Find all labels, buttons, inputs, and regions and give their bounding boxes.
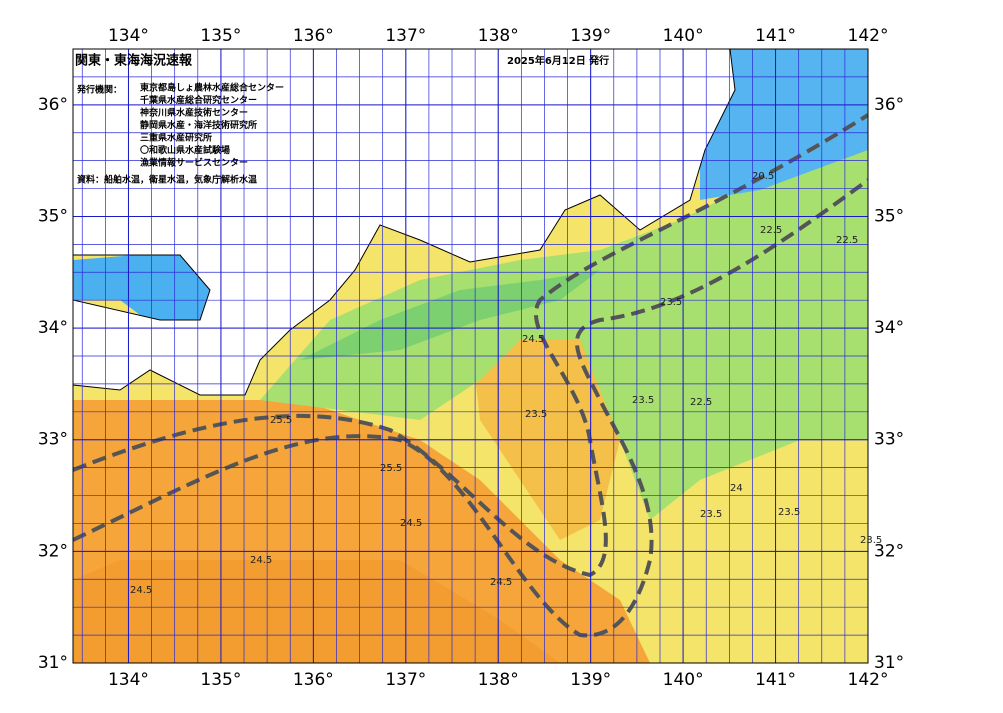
y-tick-label: 33°	[874, 430, 904, 450]
contour-label: 23.5	[860, 535, 882, 546]
contour-label: 24.5	[400, 518, 422, 529]
x-tick-label: 135°	[200, 26, 241, 46]
y-tick-label: 31°	[38, 653, 68, 673]
issuer: 千葉県水産総合研究センター	[140, 94, 257, 106]
contour-label: 24.5	[490, 577, 512, 588]
contour-label: 22.5	[690, 397, 712, 408]
contour-label: 23.5	[632, 395, 654, 406]
y-tick-label: 35°	[874, 206, 904, 226]
x-tick-label: 138°	[478, 26, 519, 46]
y-tick-label: 36°	[38, 95, 68, 115]
contour-label: 23.5	[660, 297, 682, 308]
title: 関東・東海海況速報	[75, 53, 193, 69]
contour-label: 23.5	[700, 509, 722, 520]
x-tick-label: 134°	[108, 670, 149, 690]
contour-label: 24	[730, 483, 743, 494]
issuer: 神奈川県水産技術センター	[140, 107, 248, 119]
contour-label: 22.5	[836, 235, 858, 246]
contour-label: 23.5	[778, 507, 800, 518]
contour-label: 24.5	[522, 334, 544, 345]
issuer: 漁業情報サービスセンター	[140, 157, 248, 169]
sea-cooler	[300, 270, 600, 360]
source: 資料：船舶水温，衛星水温，気象庁解析水温	[77, 174, 257, 186]
land	[73, 49, 736, 396]
sea-hot-core	[73, 560, 560, 663]
x-tick-label: 137°	[385, 670, 426, 690]
issuer-list: 東京都島しょ農林水産総合センター千葉県水産総合研究センター神奈川県水産技術センタ…	[140, 82, 284, 169]
x-tick-label: 139°	[570, 670, 611, 690]
x-tick-label: 142°	[848, 26, 889, 46]
y-tick-label: 32°	[38, 541, 68, 561]
contour-label: 24.5	[130, 585, 152, 596]
y-tick-label: 34°	[874, 318, 904, 338]
kuroshio-axis	[73, 178, 868, 638]
x-tick-label: 135°	[200, 670, 241, 690]
x-tick-label: 136°	[293, 670, 334, 690]
sea-cold	[700, 49, 868, 200]
issuer: 静岡県水産・海洋技術研究所	[140, 119, 257, 131]
issuer: 〇和歌山県水産試験場	[140, 144, 230, 156]
kuroshio-edge	[73, 113, 868, 578]
x-tick-label: 141°	[755, 670, 796, 690]
x-tick-label: 138°	[478, 670, 519, 690]
x-tick-label: 136°	[293, 26, 334, 46]
y-tick-label: 35°	[38, 206, 68, 226]
y-tick-label: 36°	[874, 95, 904, 115]
contour-label: 24.5	[250, 555, 272, 566]
x-tick-label: 140°	[663, 670, 704, 690]
x-tick-label: 142°	[848, 670, 889, 690]
sea-mid	[470, 320, 620, 540]
contour-label: 23.5	[525, 409, 547, 420]
x-tick-label: 134°	[108, 26, 149, 46]
contour-labels: 20.5 22.5 22.5 23.5 23.5 23.5 23.5 24.5 24.5 24.5…	[130, 171, 882, 596]
contour-label: 22.5	[760, 225, 782, 236]
y-tick-label: 34°	[38, 318, 68, 338]
x-tick-label: 140°	[663, 26, 704, 46]
issuer: 東京都島しょ農林水産総合センター	[140, 82, 284, 94]
x-tick-label: 139°	[570, 26, 611, 46]
x-tick-label: 137°	[385, 26, 426, 46]
y-tick-label: 32°	[874, 541, 904, 561]
y-tick-label: 31°	[874, 653, 904, 673]
issuer-label: 発行機関：	[76, 84, 122, 96]
y-tick-label: 33°	[38, 430, 68, 450]
issue-date: 2025年6月12日 発行	[507, 54, 609, 67]
contour-label: 25.5	[270, 415, 292, 426]
sea-cool	[260, 150, 868, 520]
contour-label: 25.5	[380, 463, 402, 474]
map-frame	[72, 48, 869, 664]
contour-label: 20.5	[752, 171, 774, 182]
x-tick-label: 141°	[755, 26, 796, 46]
issuer: 三重県水産研究所	[140, 132, 212, 144]
